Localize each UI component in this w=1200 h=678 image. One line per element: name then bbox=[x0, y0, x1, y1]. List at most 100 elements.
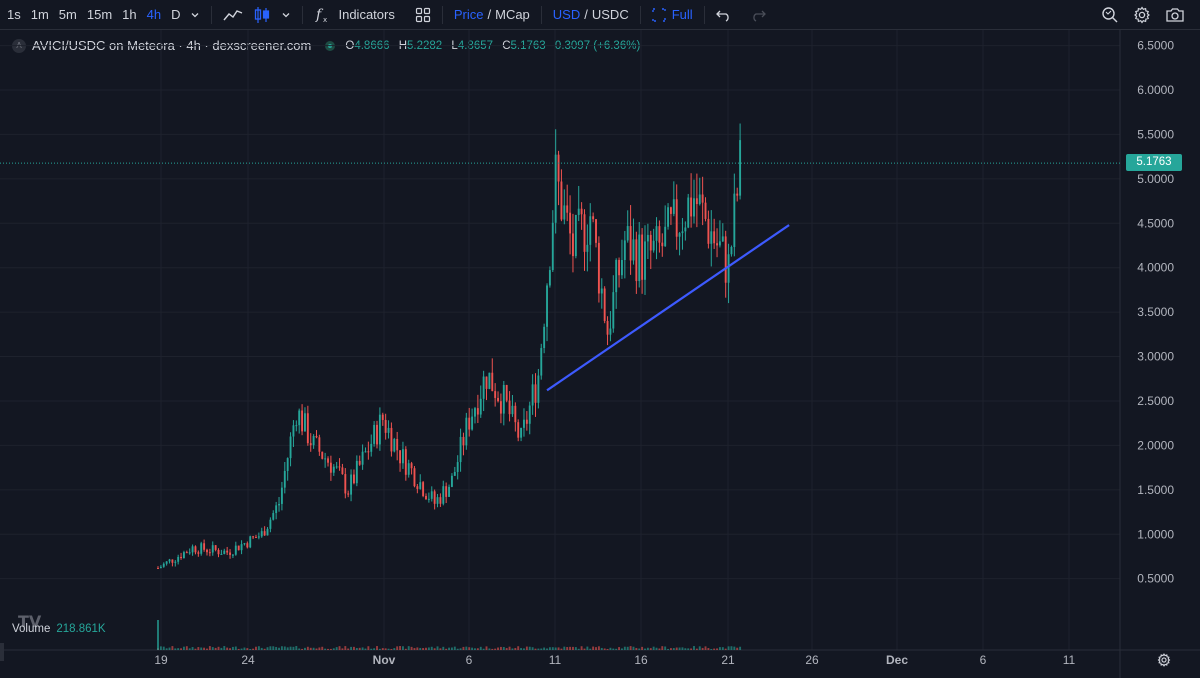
volume-bar bbox=[502, 647, 505, 650]
timeframe-1h[interactable]: 1h bbox=[122, 6, 137, 22]
volume-bar bbox=[174, 648, 177, 650]
x-axis-tick-label: 11 bbox=[1063, 653, 1076, 667]
volume-bar bbox=[200, 647, 203, 650]
candle-body bbox=[180, 556, 183, 559]
candle-body bbox=[540, 348, 543, 376]
volume-bar bbox=[672, 648, 675, 650]
volume-bar bbox=[485, 646, 488, 650]
volume-bar bbox=[583, 648, 586, 650]
tradingview-logo[interactable]: TV bbox=[18, 612, 42, 631]
volume-bar bbox=[577, 648, 580, 650]
candle-body bbox=[574, 214, 577, 257]
candle-chart-button[interactable] bbox=[248, 0, 276, 30]
candle-body bbox=[404, 449, 407, 475]
candle-body bbox=[324, 458, 327, 460]
volume-bar bbox=[476, 648, 479, 650]
candle-body bbox=[626, 226, 629, 241]
candle-body bbox=[370, 443, 373, 452]
scale-settings-button[interactable] bbox=[1157, 653, 1171, 672]
candle-body bbox=[695, 198, 698, 205]
volume-bar bbox=[548, 647, 551, 650]
candle-body bbox=[174, 561, 177, 563]
volume-bar bbox=[419, 647, 422, 650]
volume-bar bbox=[704, 646, 707, 650]
volume-bar bbox=[168, 647, 171, 650]
volume-bar bbox=[713, 648, 716, 650]
volume-bar bbox=[534, 648, 537, 650]
toolbar-right-group bbox=[1094, 0, 1192, 30]
volume-bar bbox=[514, 647, 517, 650]
redo-button[interactable] bbox=[745, 0, 771, 30]
volume-bar bbox=[373, 648, 376, 650]
timeframe-1m[interactable]: 1m bbox=[30, 6, 49, 22]
candle-body bbox=[595, 219, 597, 243]
candle-body bbox=[214, 545, 217, 550]
timeframe-4h[interactable]: 4h bbox=[146, 6, 162, 22]
settings-button[interactable] bbox=[1126, 0, 1158, 30]
candle-body bbox=[425, 495, 427, 500]
timeframe-1s[interactable]: 1s bbox=[7, 6, 21, 22]
candle-body bbox=[638, 234, 641, 282]
timeframe-15m[interactable]: 15m bbox=[86, 6, 113, 22]
volume-bar bbox=[494, 648, 497, 650]
candle-body bbox=[517, 422, 520, 438]
volume-bar bbox=[318, 647, 321, 650]
candle-body bbox=[387, 427, 390, 433]
price-chart[interactable]: 6.5000 6.0000 5.5000 5.0000 4.5000 4.0000 3.50… bbox=[0, 30, 1200, 678]
volume-bar bbox=[370, 648, 373, 650]
candle-body bbox=[439, 497, 442, 504]
candle-body bbox=[583, 214, 586, 252]
volume-bar bbox=[393, 648, 396, 650]
candle-body bbox=[329, 462, 332, 473]
candle-body bbox=[502, 385, 505, 414]
volume-bar bbox=[177, 648, 180, 650]
timeframe-5m[interactable]: 5m bbox=[58, 6, 77, 22]
screenshot-button[interactable] bbox=[1158, 0, 1192, 30]
volume-bar bbox=[491, 648, 494, 650]
candle-body bbox=[407, 463, 410, 475]
volume-bar bbox=[280, 646, 283, 650]
candle-body bbox=[465, 417, 468, 446]
quick-search-button[interactable] bbox=[1094, 0, 1126, 30]
candle-body bbox=[257, 536, 260, 538]
candle-body bbox=[569, 212, 572, 234]
candle-body bbox=[249, 536, 252, 548]
candle-body bbox=[168, 559, 171, 562]
chart-type-dropdown[interactable] bbox=[276, 0, 296, 30]
volume-bar bbox=[690, 648, 693, 650]
volume-bar bbox=[505, 648, 508, 650]
undo-button[interactable] bbox=[711, 0, 737, 30]
volume-bar bbox=[367, 646, 370, 650]
volume-bar bbox=[716, 648, 718, 650]
candle-body bbox=[384, 419, 387, 433]
full-range-button[interactable]: Full bbox=[647, 0, 698, 30]
candle-body bbox=[721, 236, 724, 242]
line-chart-button[interactable] bbox=[218, 0, 248, 30]
candle-body bbox=[497, 397, 499, 402]
layout-button[interactable] bbox=[410, 0, 436, 30]
volume-bar bbox=[733, 646, 736, 650]
price-mcap-toggle[interactable]: Price / MCap bbox=[449, 0, 535, 30]
volume-bar bbox=[644, 648, 646, 650]
candle-body bbox=[269, 519, 272, 529]
candle-body bbox=[266, 528, 269, 536]
volume-bar bbox=[528, 646, 531, 650]
volume-bar bbox=[266, 647, 269, 650]
scroll-handle[interactable] bbox=[0, 643, 4, 661]
candle-body bbox=[399, 450, 402, 464]
candle-body bbox=[234, 545, 237, 555]
volume-bar bbox=[286, 647, 289, 650]
volume-bar bbox=[499, 646, 502, 650]
candle-body bbox=[609, 328, 612, 335]
timeframe-d[interactable]: D bbox=[171, 6, 181, 22]
x-axis-tick-label: Nov bbox=[373, 653, 396, 667]
volume-bar bbox=[537, 648, 540, 650]
timeframe-dropdown[interactable] bbox=[185, 0, 205, 30]
volume-bar bbox=[698, 646, 701, 650]
candle-body bbox=[597, 242, 600, 294]
volume-bar bbox=[667, 648, 670, 650]
fullscreen-icon bbox=[652, 7, 666, 22]
usd-usdc-toggle[interactable]: USD / USDC bbox=[548, 0, 634, 30]
volume-bar bbox=[321, 646, 324, 650]
